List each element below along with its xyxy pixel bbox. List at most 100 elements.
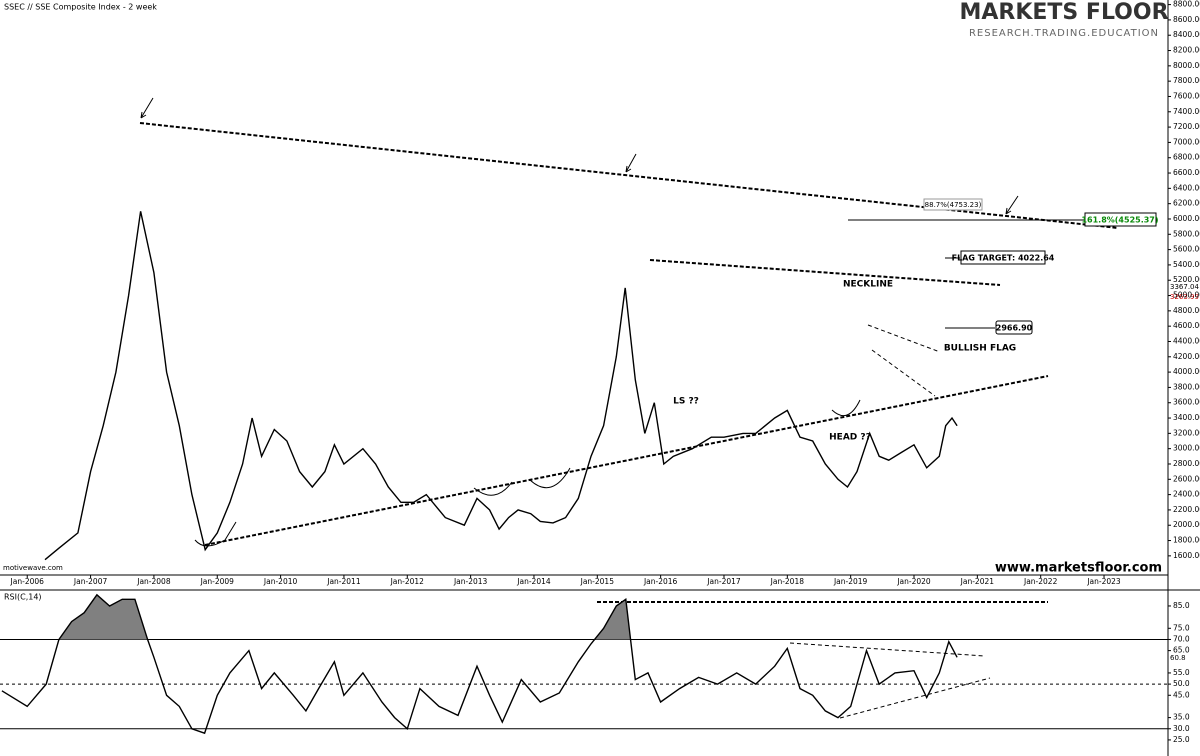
- arrow: [625, 153, 637, 173]
- x-tick-label: Jan-2013: [453, 577, 488, 586]
- arc: [473, 481, 513, 496]
- y-tick-label: 2000.00: [1173, 520, 1200, 529]
- rsi-title: RSI(C,14): [4, 593, 42, 602]
- y-tick-label: 4600.00: [1173, 321, 1200, 330]
- y-tick-label: 4000.00: [1173, 367, 1200, 376]
- neckline: [649, 259, 1001, 286]
- y-tick-label: 5400.00: [1173, 260, 1200, 269]
- x-tick-label: Jan-2008: [136, 577, 171, 586]
- y-tick-label: 6400.00: [1173, 183, 1200, 192]
- annotation: NECKLINE: [843, 280, 893, 290]
- y-tick-label: 7800.00: [1173, 76, 1200, 85]
- y-tick-label: 85.0: [1173, 601, 1190, 610]
- y-tick-label: 45.0: [1173, 690, 1190, 699]
- chart-title: SSEC // SSE Composite Index - 2 week: [4, 3, 157, 12]
- source: motivewave.com: [3, 564, 63, 572]
- x-tick-label: Jan-2021: [960, 577, 995, 586]
- y-tick-label: 5800.00: [1173, 229, 1200, 238]
- y-tick-label: 3600.00: [1173, 398, 1200, 407]
- label-box: [995, 320, 1033, 335]
- x-tick-label: Jan-2022: [1023, 577, 1058, 586]
- x-tick-label: Jan-2017: [706, 577, 741, 586]
- flag-line: [871, 349, 936, 397]
- x-tick-label: Jan-2015: [580, 577, 615, 586]
- label-box: [1084, 212, 1157, 227]
- x-tick-label: Jan-2007: [73, 577, 108, 586]
- rsi-trendline: [839, 677, 991, 719]
- x-tick-label: Jan-2016: [643, 577, 678, 586]
- last-price: 3367.04: [1170, 283, 1199, 291]
- y-tick-label: 7000.00: [1173, 137, 1200, 146]
- y-tick-label: 4800.00: [1173, 306, 1200, 315]
- y-tick-label: 70.0: [1173, 634, 1190, 643]
- x-tick-label: Jan-2010: [263, 577, 298, 586]
- annotation: 88.7%(4753.23): [925, 201, 982, 209]
- x-tick-label: Jan-2020: [896, 577, 931, 586]
- annotation: HEAD ??: [829, 433, 871, 443]
- annotation: 161.8%(4525.37): [1081, 216, 1158, 225]
- y-tick-label: 8000.00: [1173, 61, 1200, 70]
- annotation: BULLISH FLAG: [944, 344, 1016, 354]
- y-tick-label: 35.0: [1173, 713, 1190, 722]
- y-tick-label: 5600.00: [1173, 245, 1200, 254]
- y-tick-label: 8800.00: [1173, 0, 1200, 9]
- arc: [194, 521, 237, 547]
- y-tick-label: 6200.00: [1173, 199, 1200, 208]
- y-tick-label: 2400.00: [1173, 490, 1200, 499]
- y-tick-label: 65.0: [1173, 646, 1190, 655]
- arrow: [1005, 195, 1019, 215]
- x-tick-label: Jan-2009: [200, 577, 235, 586]
- y-tick-label: 6800.00: [1173, 153, 1200, 162]
- y-tick-label: 2200.00: [1173, 505, 1200, 514]
- y-tick-label: 8200.00: [1173, 46, 1200, 55]
- y-tick-label: 7200.00: [1173, 122, 1200, 131]
- y-tick-label: 75.0: [1173, 623, 1190, 632]
- series-line: [1, 593, 958, 735]
- y-tick-label: 30.0: [1173, 724, 1190, 733]
- x-tick-label: Jan-2014: [516, 577, 551, 586]
- y-tick-label: 1600.00: [1173, 551, 1200, 560]
- arc: [529, 467, 571, 489]
- y-tick-label: 2600.00: [1173, 474, 1200, 483]
- y-tick-label: 25.0: [1173, 735, 1190, 744]
- y-tick-label: 3800.00: [1173, 382, 1200, 391]
- y-tick-label: 5200.00: [1173, 275, 1200, 284]
- x-tick-label: Jan-2012: [390, 577, 425, 586]
- y-tick-label: 7400.00: [1173, 107, 1200, 116]
- x-tick-label: Jan-2019: [833, 577, 868, 586]
- x-tick-label: Jan-2011: [326, 577, 361, 586]
- series-line: [44, 211, 958, 561]
- y-tick-label: 4400.00: [1173, 336, 1200, 345]
- website: www.marketsfloor.com: [995, 561, 1162, 576]
- y-tick-label: 5000.00: [1173, 291, 1200, 300]
- flag-line: [867, 324, 941, 353]
- annotation: FLAG TARGET: 4022.64: [952, 254, 1055, 263]
- y-tick-label: 4200.00: [1173, 352, 1200, 361]
- last-rsi: 60.8: [1170, 654, 1186, 662]
- brand: MARKETS FLOOR: [959, 0, 1168, 25]
- y-tick-label: 8600.00: [1173, 15, 1200, 24]
- y-tick-label: 55.0: [1173, 668, 1190, 677]
- label-box: [923, 198, 983, 211]
- overbought-area: [58, 594, 631, 640]
- y-tick-label: 2800.00: [1173, 459, 1200, 468]
- y-tick-label: 1800.00: [1173, 536, 1200, 545]
- x-tick-label: Jan-2023: [1086, 577, 1121, 586]
- arc: [831, 399, 861, 417]
- y-tick-label: 3400.00: [1173, 413, 1200, 422]
- y-tick-label: 50.0: [1173, 679, 1190, 688]
- label-box: [960, 250, 1046, 265]
- y-tick-label: 6600.00: [1173, 168, 1200, 177]
- rsi-trendline: [789, 642, 986, 657]
- x-tick-label: Jan-2006: [10, 577, 45, 586]
- x-tick-label: Jan-2018: [770, 577, 805, 586]
- y-tick-label: 8400.00: [1173, 30, 1200, 39]
- y-tick-label: 3000.00: [1173, 444, 1200, 453]
- y-tick-label: 6000.00: [1173, 214, 1200, 223]
- last-price: 3263.99: [1170, 293, 1199, 301]
- arrow: [140, 97, 154, 119]
- support-trendline: [204, 375, 1049, 546]
- annotation: 2966.90: [996, 324, 1033, 333]
